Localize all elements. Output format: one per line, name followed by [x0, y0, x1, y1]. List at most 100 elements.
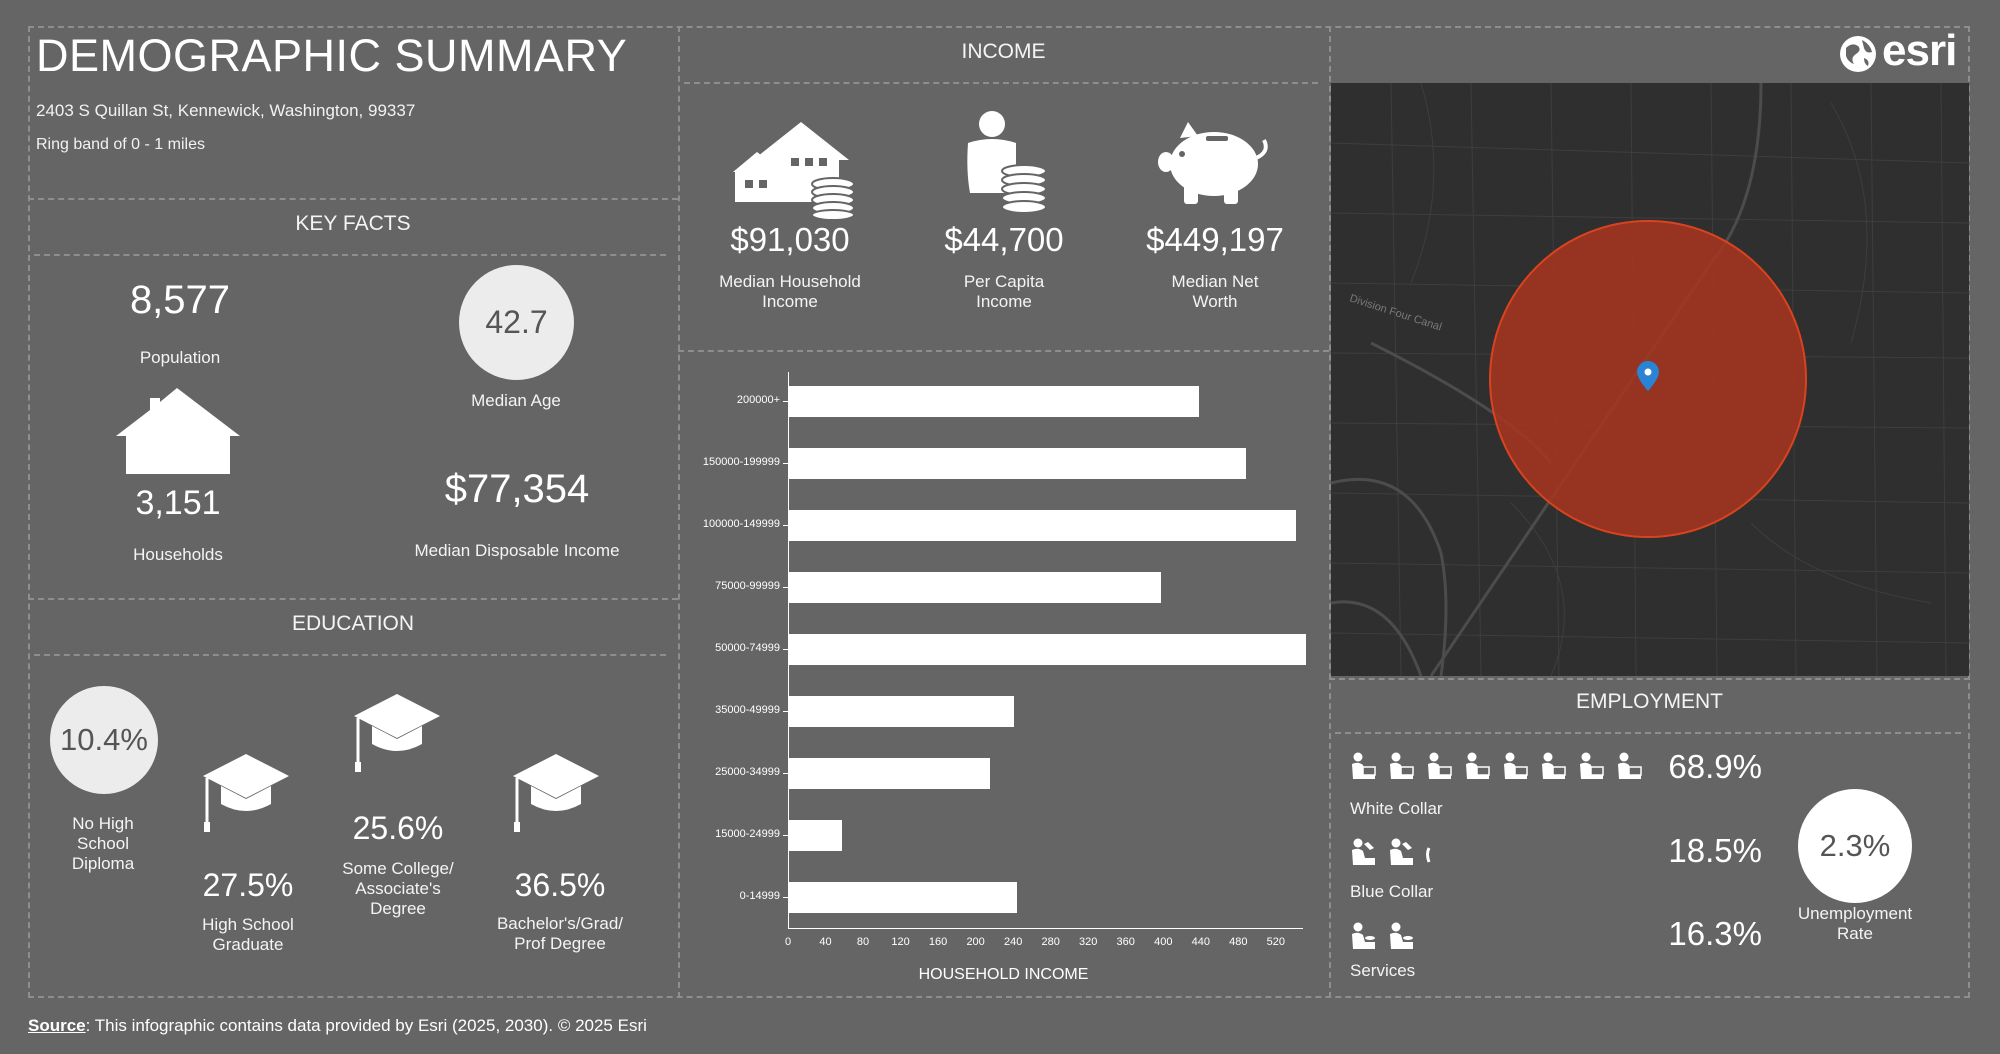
ring-band-text: Ring band of 0 - 1 miles: [36, 136, 205, 153]
white-collar-worker-icon: [1428, 752, 1452, 779]
median-age-circle: 42.7: [459, 265, 574, 380]
piggy-bank-icon: [1158, 122, 1268, 204]
infographic-frame: [28, 26, 1970, 998]
services-worker-icon: [1352, 922, 1375, 949]
chart-x-tick-label: 160: [928, 936, 948, 948]
chart-x-tick-label: 520: [1266, 936, 1286, 948]
chart-y-axis: [788, 372, 789, 928]
education-title: EDUCATION: [291, 612, 415, 635]
blue-collar-label: Blue Collar: [1350, 882, 1434, 901]
bachelors-value: 36.5%: [514, 867, 606, 903]
chart-y-tick: [783, 711, 788, 712]
unemployment-circle: 2.3%: [1798, 789, 1912, 903]
disposable-income-label: Median Disposable Income: [414, 541, 620, 560]
chart-x-tick-label: 120: [891, 936, 910, 948]
net-worth-value: $449,197: [1146, 221, 1284, 258]
chart-bar: [789, 819, 842, 851]
page-title: DEMOGRAPHIC SUMMARY: [36, 30, 628, 81]
unemployment-label: Unemployment Rate: [1797, 904, 1913, 943]
white-collar-worker-icon: [1352, 752, 1376, 779]
chart-x-tick-label: 400: [1154, 936, 1173, 948]
chart-bar: [789, 385, 1199, 417]
chart-y-tick: [783, 401, 788, 402]
house-coins-icon: [733, 122, 855, 220]
employment-title: EMPLOYMENT: [1575, 690, 1724, 713]
divider: [678, 350, 1329, 352]
median-age-value: 42.7: [485, 304, 548, 340]
chart-category-label: 75000-99999: [715, 580, 780, 592]
chart-x-tick-label: 440: [1191, 936, 1210, 948]
location-pin-icon[interactable]: [1637, 361, 1659, 391]
chart-category-label: 0-14999: [739, 890, 780, 902]
address-text: 2403 S Quillan St, Kennewick, Washington…: [36, 101, 416, 120]
household-income-value: $91,030: [730, 221, 850, 258]
chart-bar: [789, 695, 1015, 727]
population-value: 8,577: [129, 278, 231, 322]
services-worker-icon: [1390, 922, 1413, 949]
white-collar-worker-icon: [1618, 752, 1642, 779]
white-collar-icons: [1350, 752, 1642, 780]
chart-bar: [789, 571, 1161, 603]
chart-category-label: 50000-74999: [715, 642, 780, 654]
chart-y-tick: [783, 463, 788, 464]
divider: [1335, 732, 1961, 734]
chart-bar: [789, 509, 1296, 541]
services-label: Services: [1350, 961, 1416, 980]
chart-x-tick-label: 240: [1003, 936, 1023, 948]
source-text: : This infographic contains data provide…: [85, 1016, 647, 1035]
services-value: 16.3%: [1668, 915, 1762, 952]
blue-collar-icons: [1350, 838, 1432, 866]
map-view[interactable]: Division Four Canal: [1331, 83, 1969, 676]
divider: [28, 598, 678, 600]
chart-category-label: 15000-24999: [715, 828, 780, 840]
column-divider-left: [678, 26, 680, 998]
chart-y-tick: [783, 525, 788, 526]
chart-category-label: 25000-34999: [715, 766, 780, 778]
graduation-cap-icon: [513, 754, 599, 832]
per-capita-label: Per Capita Income: [963, 272, 1045, 311]
house-icon: [116, 388, 240, 474]
chart-x-tick-label: 80: [856, 936, 870, 948]
chart-bar: [789, 757, 990, 789]
white-collar-worker-icon: [1504, 752, 1528, 779]
net-worth-label: Median Net Worth: [1171, 272, 1259, 311]
no-diploma-label: No High School Diploma: [71, 814, 135, 873]
households-label: Households: [133, 545, 223, 564]
chart-category-label: 35000-49999: [715, 704, 780, 716]
income-title: INCOME: [961, 40, 1046, 63]
chart-category-label: 200000+: [736, 394, 780, 406]
household-income-chart: HOUSEHOLD INCOME 200000+ 150000-199999 100…: [678, 360, 1329, 990]
bachelors-label: Bachelor's/Grad/ Prof Degree: [496, 914, 624, 953]
no-diploma-value: 10.4%: [60, 722, 148, 757]
divider: [34, 254, 666, 256]
high-school-label: High School Graduate: [202, 915, 294, 954]
chart-bar: [789, 881, 1017, 913]
esri-globe-icon: [1840, 36, 1876, 72]
households-value: 3,151: [135, 484, 221, 522]
chart-x-tick-label: 0: [784, 936, 792, 948]
chart-x-tick-label: 320: [1079, 936, 1098, 948]
no-diploma-circle: 10.4%: [50, 686, 158, 794]
blue-collar-worker-icon: [1352, 838, 1375, 865]
column-divider-right: [1329, 26, 1331, 998]
median-age-label: Median Age: [471, 391, 561, 410]
white-collar-worker-icon: [1466, 752, 1490, 779]
chart-y-tick: [783, 835, 788, 836]
household-income-label: Median Household Income: [719, 272, 861, 311]
some-college-value: 25.6%: [352, 810, 444, 846]
chart-x-axis-label: HOUSEHOLD INCOME: [918, 966, 1089, 983]
source-footer: Source: This infographic contains data p…: [28, 1016, 647, 1036]
graduation-cap-icon: [203, 754, 289, 832]
chart-bar: [789, 633, 1306, 665]
esri-logo-text: esri: [1882, 26, 1957, 75]
blue-collar-partial-icon: [1426, 847, 1431, 863]
source-label: Source: [28, 1016, 86, 1035]
chart-x-tick-label: 280: [1041, 936, 1060, 948]
divider: [28, 198, 678, 200]
high-school-value: 27.5%: [202, 867, 294, 903]
white-collar-value: 68.9%: [1668, 748, 1762, 785]
chart-bar: [789, 447, 1246, 479]
divider: [684, 82, 1318, 84]
blue-collar-value: 18.5%: [1668, 832, 1762, 869]
white-collar-label: White Collar: [1350, 799, 1443, 818]
